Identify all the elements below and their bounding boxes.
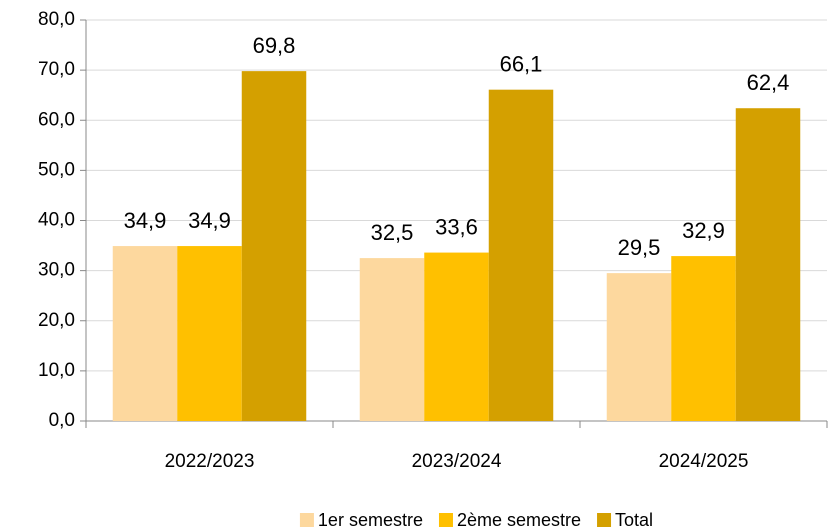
value-label: 62,4 xyxy=(747,70,790,95)
bar xyxy=(177,246,242,421)
legend-swatch xyxy=(299,513,314,527)
y-tick-label: 20,0 xyxy=(38,310,75,331)
legend-label: 1er semestre xyxy=(318,510,423,530)
value-label: 32,5 xyxy=(371,220,414,245)
value-label: 34,9 xyxy=(124,208,167,233)
y-tick-label: 30,0 xyxy=(38,260,75,281)
x-tick-label: 2024/2025 xyxy=(659,451,749,472)
value-label: 33,6 xyxy=(435,214,478,239)
y-tick-label: 0,0 xyxy=(49,410,75,431)
bar xyxy=(359,258,425,421)
y-tick-label: 10,0 xyxy=(38,360,75,381)
legend-label: 2ème semestre xyxy=(457,510,581,530)
y-tick-label: 40,0 xyxy=(38,210,75,231)
value-label: 66,1 xyxy=(500,51,543,76)
bar xyxy=(488,89,554,421)
legend-swatch xyxy=(438,513,453,527)
value-label: 29,5 xyxy=(618,235,661,260)
x-tick-label: 2022/2023 xyxy=(165,451,255,472)
value-label: 34,9 xyxy=(188,208,231,233)
y-tick-label: 50,0 xyxy=(38,159,75,180)
legend-swatch xyxy=(597,513,612,527)
bar xyxy=(671,256,736,421)
y-tick-label: 60,0 xyxy=(38,109,75,130)
y-tick-label: 80,0 xyxy=(38,9,75,30)
value-label: 69,8 xyxy=(253,33,296,58)
legend-label: Total xyxy=(615,510,653,530)
bar xyxy=(735,108,801,421)
x-tick-label: 2023/2024 xyxy=(412,451,502,472)
value-label: 32,9 xyxy=(682,218,725,243)
bar xyxy=(606,273,672,421)
bar xyxy=(112,246,178,421)
y-tick-label: 70,0 xyxy=(38,59,75,80)
bar xyxy=(241,71,307,421)
bar xyxy=(424,252,489,421)
